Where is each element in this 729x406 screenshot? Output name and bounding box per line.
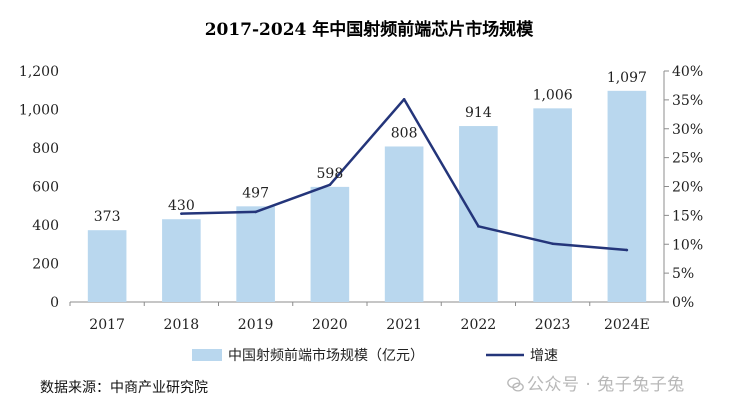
chart-title: 2017-2024 年中国射频前端芯片市场规模 (205, 19, 535, 40)
y-right-tick-label: 20% (672, 180, 703, 196)
x-tick-label: 2021 (386, 317, 422, 333)
wechat-icon (507, 377, 524, 392)
y-left-tick-label: 600 (32, 180, 59, 196)
x-axis-ticks: 2017 2018 2019 2020 2021 2022 2023 2024E (69, 302, 650, 333)
data-labels: 373 430 497 598 808 914 1,006 1,097 (94, 70, 647, 225)
data-source: 数据来源：中商产业研究院 (40, 380, 208, 396)
growth-point (551, 242, 554, 245)
legend-bar-swatch (192, 349, 222, 361)
growth-line-series (180, 97, 629, 252)
bar (607, 90, 647, 302)
y-left-tick-label: 800 (32, 141, 59, 157)
y-left-tick-label: 1,200 (19, 64, 59, 80)
x-tick-label: 2024E (604, 317, 650, 333)
y-right-tick-label: 25% (672, 151, 703, 167)
y-right-tick-label: 40% (672, 64, 703, 80)
bar (162, 219, 201, 302)
bar (87, 230, 127, 302)
growth-point (328, 183, 332, 187)
bar-value-label: 373 (94, 209, 121, 225)
bar-value-label: 1,097 (607, 70, 647, 86)
legend-bar-label: 中国射频前端市场规模（亿元） (228, 347, 424, 364)
y-right-tick-label: 30% (672, 122, 703, 138)
growth-point (477, 225, 480, 228)
x-tick-label: 2023 (535, 317, 571, 333)
y-right-tick-label: 5% (672, 266, 694, 282)
growth-point (180, 212, 183, 215)
x-tick-label: 2017 (89, 317, 125, 333)
y-right-tick-label: 0% (672, 295, 694, 311)
bar (459, 126, 498, 303)
y-left-tick-label: 400 (32, 218, 59, 234)
bar (310, 186, 350, 302)
y-left-tick-label: 0 (50, 295, 59, 311)
bar-series (87, 90, 647, 303)
bar (236, 206, 275, 302)
growth-point (402, 97, 406, 101)
x-tick-label: 2022 (461, 317, 497, 333)
x-tick-label: 2020 (312, 317, 348, 333)
bar-value-label: 598 (317, 166, 344, 182)
watermark: 公众号 · 兔子兔子兔 (507, 370, 685, 395)
bar-value-label: 497 (242, 185, 269, 201)
legend: 中国射频前端市场规模（亿元） 增速 (192, 347, 558, 364)
y-right-tick-label: 35% (672, 93, 703, 109)
y-right-tick-label: 10% (672, 237, 703, 253)
growth-point (625, 248, 629, 252)
legend-line-label: 增速 (530, 348, 558, 364)
bar-value-label: 914 (465, 105, 492, 121)
bar-value-label: 808 (391, 125, 418, 141)
bar-value-label: 1,006 (533, 87, 573, 103)
growth-point (254, 210, 257, 214)
x-tick-label: 2019 (238, 317, 274, 333)
watermark-text: 公众号 · 兔子兔子兔 (527, 375, 685, 395)
bar (533, 108, 572, 302)
bar-value-label: 430 (168, 198, 195, 214)
x-tick-label: 2018 (164, 317, 200, 333)
bar (384, 146, 424, 302)
y-right-tick-label: 15% (672, 208, 703, 224)
axes: 0 200 400 600 800 1,000 1,200 0% 5% 10% 15% 20% 25% 3… (19, 64, 703, 311)
y-left-tick-label: 1,000 (19, 103, 59, 119)
y-left-tick-label: 200 (32, 257, 59, 273)
